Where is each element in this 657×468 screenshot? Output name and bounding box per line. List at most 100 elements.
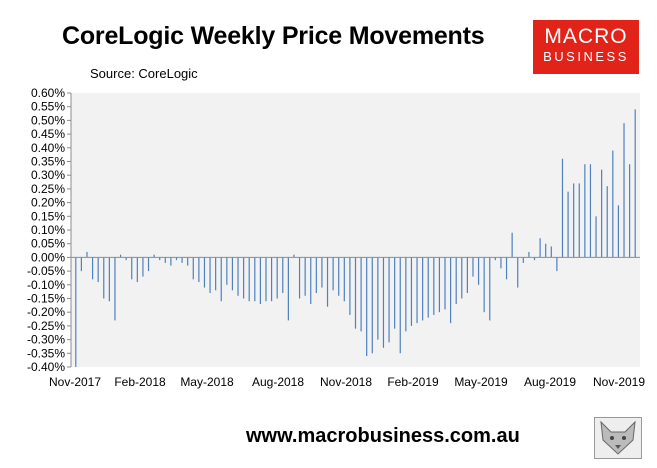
bar: [221, 257, 222, 301]
y-tick-label: -0.05%: [27, 264, 65, 278]
bar: [288, 257, 289, 320]
y-tick-label: -0.30%: [27, 333, 65, 347]
y-tick-label: 0.50%: [31, 113, 65, 127]
weekly-price-bar-chart: 0.60%0.55%0.50%0.45%0.40%0.35%0.30%0.25%…: [0, 80, 657, 390]
bar: [517, 257, 518, 287]
bar: [142, 257, 143, 276]
bar: [416, 257, 417, 323]
bar: [467, 257, 468, 293]
bar: [366, 257, 367, 356]
bar: [232, 257, 233, 290]
y-tick-label: 0.10%: [31, 223, 65, 237]
bar: [618, 205, 619, 257]
bar: [165, 257, 166, 262]
bar: [444, 257, 445, 309]
bar: [562, 159, 563, 258]
bar: [590, 164, 591, 257]
footer-url: www.macrobusiness.com.au: [246, 425, 520, 448]
bar: [360, 257, 361, 331]
y-tick-label: -0.15%: [27, 292, 65, 306]
bar: [193, 257, 194, 279]
bar: [635, 109, 636, 257]
bar: [92, 257, 93, 279]
y-tick-label: -0.10%: [27, 278, 65, 292]
bar: [500, 257, 501, 268]
logo-line-1: MACRO: [533, 25, 639, 49]
bar: [405, 257, 406, 331]
bar: [545, 244, 546, 258]
bar: [237, 257, 238, 295]
bar: [338, 257, 339, 295]
bar: [556, 257, 557, 271]
bar: [612, 151, 613, 258]
bar: [349, 257, 350, 315]
bar: [601, 170, 602, 258]
x-tick-label: Aug-2018: [252, 375, 304, 389]
bar: [528, 252, 529, 257]
bar: [439, 257, 440, 312]
bar: [411, 257, 412, 326]
bar: [607, 186, 608, 257]
bar: [81, 257, 82, 271]
bar: [327, 257, 328, 306]
bar: [456, 257, 457, 304]
bar: [198, 257, 199, 282]
bar: [355, 257, 356, 328]
bar: [629, 164, 630, 257]
bar: [551, 246, 552, 257]
y-tick-label: 0.00%: [31, 250, 65, 264]
bar: [321, 257, 322, 287]
bar: [260, 257, 261, 304]
y-tick-label: -0.20%: [27, 305, 65, 319]
x-tick-label: Nov-2017: [49, 375, 101, 389]
bar: [170, 257, 171, 265]
bar: [623, 123, 624, 257]
bar: [249, 257, 250, 301]
chart-title: CoreLogic Weekly Price Movements: [62, 22, 484, 51]
bar: [400, 257, 401, 353]
bar: [181, 257, 182, 262]
bar: [579, 183, 580, 257]
bar: [478, 257, 479, 284]
x-tick-label: May-2018: [180, 375, 234, 389]
bar: [103, 257, 104, 298]
y-tick-label: 0.55%: [31, 100, 65, 114]
bar: [450, 257, 451, 323]
bar: [512, 233, 513, 258]
bar: [584, 164, 585, 257]
y-tick-label: 0.45%: [31, 127, 65, 141]
x-tick-label: Nov-2018: [320, 375, 372, 389]
bar: [215, 257, 216, 290]
macrobusiness-logo: MACRO BUSINESS: [533, 20, 639, 74]
bar: [372, 257, 373, 353]
bar: [86, 252, 87, 257]
logo-line-2: BUSINESS: [533, 49, 639, 65]
x-tick-label: Nov-2019: [593, 375, 645, 389]
bar: [254, 257, 255, 301]
bar: [461, 257, 462, 298]
bar: [428, 257, 429, 317]
y-tick-label: 0.25%: [31, 182, 65, 196]
chart-subtitle: Source: CoreLogic: [90, 66, 198, 81]
bar: [75, 257, 76, 367]
bar: [433, 257, 434, 315]
y-tick-label: -0.35%: [27, 346, 65, 360]
bar: [114, 257, 115, 320]
bar: [148, 257, 149, 271]
bar: [472, 257, 473, 276]
bar: [333, 257, 334, 290]
x-tick-label: Feb-2019: [387, 375, 439, 389]
bar: [98, 257, 99, 282]
bar: [344, 257, 345, 301]
y-tick-label: 0.35%: [31, 155, 65, 169]
bar: [422, 257, 423, 320]
y-tick-label: 0.20%: [31, 196, 65, 210]
bar: [299, 257, 300, 298]
x-tick-label: Feb-2018: [114, 375, 166, 389]
bar: [131, 257, 132, 279]
y-tick-label: -0.40%: [27, 360, 65, 374]
bar: [187, 257, 188, 265]
x-tick-label: May-2019: [454, 375, 508, 389]
bar: [265, 257, 266, 301]
y-tick-label: 0.30%: [31, 168, 65, 182]
